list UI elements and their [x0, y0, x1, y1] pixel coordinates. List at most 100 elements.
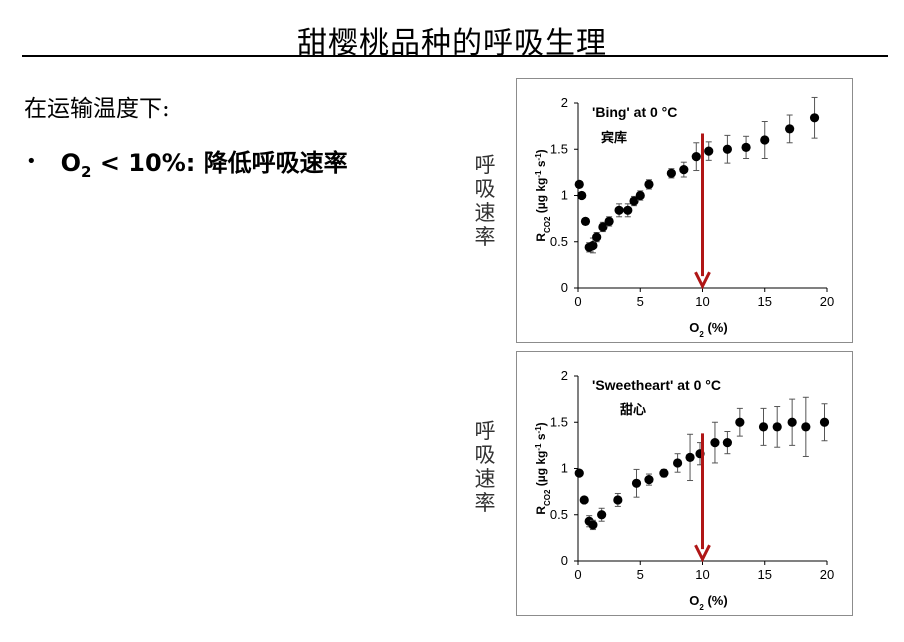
data-point	[644, 475, 654, 485]
data-point	[685, 452, 695, 462]
x-axis-label: O2 (%)	[689, 593, 727, 612]
y-axis-label-part: R	[534, 506, 548, 515]
y-axis-label-part: -1	[534, 426, 543, 434]
y-axis-label: RCO2 (µg kg-1 s-1)	[534, 149, 552, 241]
data-point	[580, 216, 591, 226]
data-point	[760, 135, 770, 145]
y-tick-label: 0	[561, 280, 568, 295]
y-axis-label-part: (µg kg	[534, 451, 548, 490]
data-point	[758, 422, 769, 432]
data-point	[735, 417, 745, 427]
sweetheart-chart: 0 5 10 15 20 0 0.5 1 1.5 2 'Sweetheart' at 0 °C 甜心 O…	[516, 351, 853, 616]
title-divider	[22, 55, 888, 57]
side-label-char: 率	[474, 491, 496, 515]
red-arrow-head	[694, 271, 711, 290]
bing-chart: 0 5 10 15 20 0 0.5 1 1.5 2 'Bing' at 0 °C 宾库 O2 (%) R…	[516, 78, 853, 343]
y-axis-label-part: s	[534, 160, 548, 170]
bullet-icon: •	[26, 151, 37, 173]
data-point	[629, 196, 639, 206]
side-label-bottom: 呼 吸 速 率	[472, 419, 498, 515]
y-tick-label: 1	[561, 461, 568, 476]
data-point	[819, 417, 830, 427]
data-point	[666, 168, 676, 178]
x-axis-label: O2 (%)	[689, 320, 727, 339]
x-axis-label-part: (%)	[704, 593, 728, 608]
data-point	[659, 468, 669, 478]
y-axis-label-part: -1	[534, 170, 543, 178]
y-tick-label: 1.5	[550, 141, 568, 156]
chart-annotation: 宾库	[601, 130, 627, 146]
bullet-rest: < 10%: 降低呼吸速率	[91, 149, 348, 177]
x-tick-label: 0	[574, 294, 581, 309]
x-tick-label: 0	[574, 567, 581, 582]
y-tick-label: 1.5	[550, 414, 568, 429]
data-point	[574, 468, 584, 478]
sweetheart-chart-svg: 0 5 10 15 20 0 0.5 1 1.5 2 'Sweetheart' at 0 °C 甜心 O…	[534, 368, 835, 612]
data-point	[623, 205, 633, 215]
data-point	[604, 216, 614, 226]
data-point	[598, 222, 608, 232]
side-label-char: 吸	[474, 177, 496, 201]
data-point	[679, 165, 689, 175]
data-point	[722, 438, 732, 448]
data-point	[635, 190, 645, 201]
side-label-char: 呼	[474, 419, 496, 443]
side-label-char: 吸	[474, 443, 496, 467]
y-tick-label: 2	[561, 368, 568, 383]
data-point	[614, 205, 624, 215]
y-tick-label: 0.5	[550, 234, 568, 249]
data-point	[772, 422, 782, 432]
data-point	[631, 478, 642, 488]
data-point	[704, 146, 714, 156]
x-tick-label: 15	[758, 294, 772, 309]
data-point	[574, 179, 584, 189]
side-label-char: 速	[474, 201, 496, 225]
y-axis-label-part: CO2	[543, 216, 552, 233]
x-tick-label: 5	[637, 567, 644, 582]
data-point	[673, 458, 683, 468]
side-label-char: 呼	[474, 153, 496, 177]
data-point	[588, 240, 598, 251]
x-axis-label-part: (%)	[704, 320, 728, 335]
data-point	[691, 152, 701, 162]
data-point	[597, 510, 607, 520]
data-point	[722, 144, 732, 154]
data-point	[787, 417, 797, 427]
side-label-char: 速	[474, 467, 496, 491]
x-axis-label-part: O	[689, 593, 699, 608]
x-tick-label: 15	[758, 567, 772, 582]
data-point	[613, 495, 623, 505]
data-point	[577, 190, 587, 201]
bullet-o-subscript: 2	[81, 162, 92, 181]
y-tick-label: 0.5	[550, 507, 568, 522]
chart-annotation: 甜心	[620, 402, 646, 418]
y-axis-label-part: CO2	[543, 489, 552, 506]
bullet-o: O	[60, 149, 82, 177]
data-point	[588, 520, 598, 530]
x-axis-label-part: O	[689, 320, 699, 335]
x-tick-label: 20	[820, 567, 834, 582]
data-point	[741, 142, 751, 152]
bullet-point: • O2 < 10%: 降低呼吸速率	[26, 143, 348, 181]
slide-subtitle: 在运输温度下:	[24, 96, 170, 122]
x-tick-label: 5	[637, 294, 644, 309]
side-label-top: 呼 吸 速 率	[472, 153, 498, 249]
data-point	[809, 113, 820, 123]
x-axis-label-part: 2	[699, 603, 704, 612]
y-axis-label-part: -1	[534, 443, 543, 451]
side-label-char: 率	[474, 225, 496, 249]
y-axis-label-part: R	[534, 233, 548, 242]
data-point	[592, 232, 602, 242]
data-point	[785, 124, 795, 134]
y-tick-label: 0	[561, 553, 568, 568]
y-axis-label-part: )	[534, 422, 548, 426]
x-axis-label-part: 2	[699, 330, 704, 339]
red-arrow-head	[694, 544, 711, 563]
data-point	[579, 495, 589, 505]
bullet-text: O2 < 10%: 降低呼吸速率	[61, 143, 348, 181]
y-tick-label: 1	[561, 188, 568, 203]
y-axis-label-part: -1	[534, 153, 543, 161]
y-axis-label-part: s	[534, 433, 548, 443]
data-point	[710, 438, 720, 448]
